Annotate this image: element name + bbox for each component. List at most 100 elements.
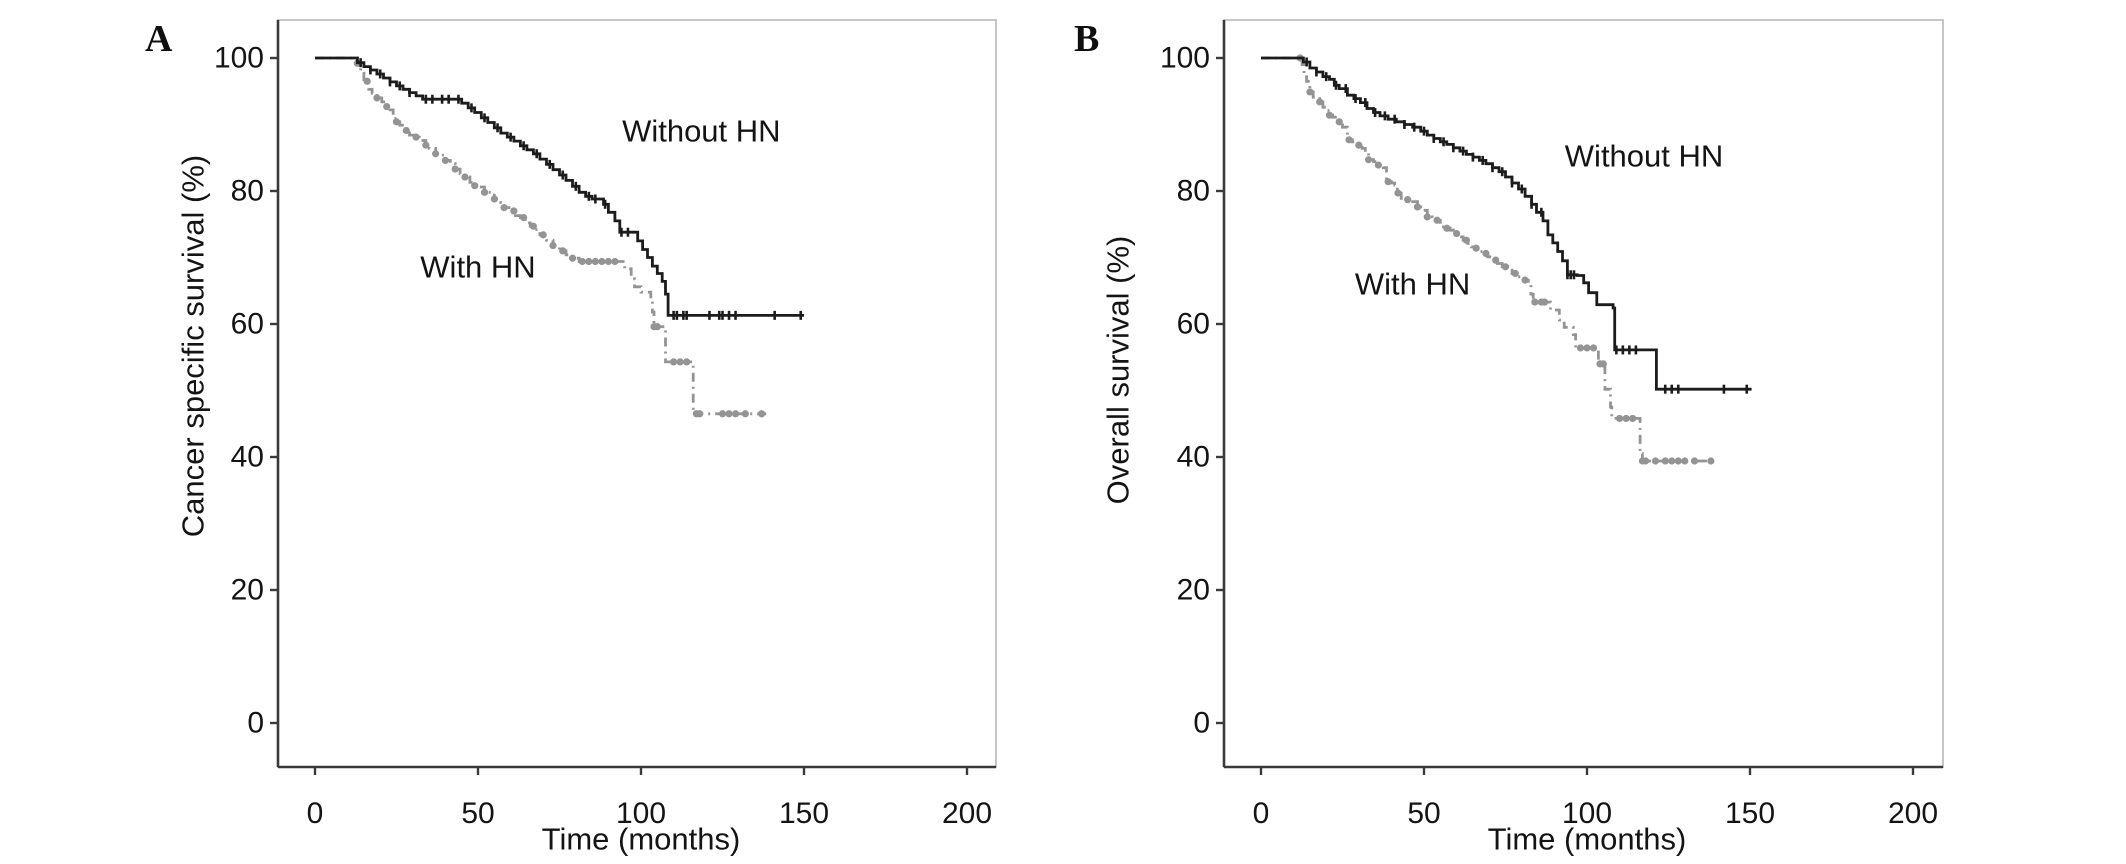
censor-circle [741,410,749,418]
y-tick-label: 80 [231,175,264,208]
censor-circle [1453,229,1461,238]
curve-label: Without HN [1565,138,1723,173]
censor-circle [598,257,606,266]
censor-circle [1541,298,1549,306]
censor-circle [432,150,440,158]
y-tick-label: 100 [214,42,264,75]
censor-circle [510,207,518,215]
censor-circle [363,77,371,85]
censor-circle [480,188,489,196]
censor-circle [1316,98,1324,106]
censor-circle [559,247,567,255]
y-tick-label: 80 [1177,175,1210,208]
censor-circle [1482,249,1490,258]
censor-circle [383,102,391,111]
censor-circle [1674,457,1682,465]
censor-circle [500,204,508,212]
censor-circle [1531,298,1539,306]
censor-circle [683,358,691,366]
x-tick-label: 200 [942,797,992,830]
y-tick-label: 20 [231,574,264,607]
censor-circle [520,214,528,222]
censor-circle [1583,344,1591,352]
censor-circle [1345,136,1353,144]
censor-circle [1472,244,1480,252]
censor-circle [1384,178,1392,186]
censor-circle [1335,118,1343,126]
censor-circle [568,254,577,262]
censor-circle [529,222,538,230]
x-tick-label: 100 [1562,797,1612,830]
censor-circle [1394,189,1402,197]
x-axis-title-b: Time (months) [1487,821,1687,857]
censor-circle [412,133,420,141]
curve-label: With HN [420,249,535,284]
censor-circle [451,165,459,173]
plot-frame [1223,19,1944,768]
y-axis-title-b: Overall survival (%) [1100,235,1136,505]
censor-circle [1413,203,1422,211]
censor-circle [1423,213,1431,221]
y-tick-label: 40 [231,441,264,474]
censor-circle [1443,224,1451,232]
censor-circle [604,257,613,266]
censor-circle [549,241,557,250]
censor-circle [725,410,733,418]
censor-circle [1668,457,1676,465]
panel-label-a: A [145,18,173,60]
x-tick-label: 0 [1253,797,1270,830]
censor-circle [718,410,727,418]
y-tick-label: 20 [1177,574,1210,607]
series-curve-without-hn [315,56,804,317]
censor-circle [392,118,401,126]
panel-label-b: B [1074,18,1100,60]
censor-circle [611,257,619,266]
censor-circle [422,141,430,149]
censor-circle [1599,360,1607,368]
curve-label: With HN [1355,267,1470,302]
y-tick-label: 100 [1160,42,1210,75]
series-curve-without-hn [1261,56,1752,391]
censor-circle [1511,269,1519,278]
curve-label: Without HN [622,114,780,149]
censor-circle [1707,457,1715,465]
censor-circle [585,257,593,266]
censor-circle [1622,414,1630,423]
censor-circle [490,195,498,203]
x-tick-label: 150 [779,797,829,830]
x-tick-label: 50 [1407,797,1440,830]
censor-circle [1374,161,1382,169]
y-tick-label: 60 [1177,308,1210,341]
censor-circle [1492,256,1500,264]
censor-circle [1616,414,1624,423]
censor-circle [591,257,599,266]
censor-circle [1521,276,1529,284]
y-tick-label: 0 [247,707,264,740]
censor-circle [696,410,704,418]
x-tick-label: 200 [1888,797,1938,830]
censor-circle [578,257,586,266]
censor-circle [402,126,410,135]
censor-circle [653,323,661,331]
censor-circle [1681,457,1689,465]
y-tick-label: 40 [1177,441,1210,474]
y-axis-title-a: Cancer specific survival (%) [175,154,211,538]
y-tick-label: 60 [231,308,264,341]
x-tick-label: 0 [307,797,324,830]
censor-circle [670,358,678,366]
censor-circle [676,358,684,366]
censor-circle [731,410,740,418]
censor-circle [471,182,479,190]
x-tick-label: 150 [1725,797,1775,830]
x-tick-label: 100 [616,797,666,830]
censor-circle [1325,111,1334,119]
censor-circle [1642,457,1650,465]
censor-circle [441,156,449,165]
censor-circle [1462,236,1470,244]
series-curve-with-hn [1261,56,1713,463]
censor-circle [1433,216,1441,224]
censor-circle [1629,414,1637,423]
censor-circle [1661,457,1669,465]
